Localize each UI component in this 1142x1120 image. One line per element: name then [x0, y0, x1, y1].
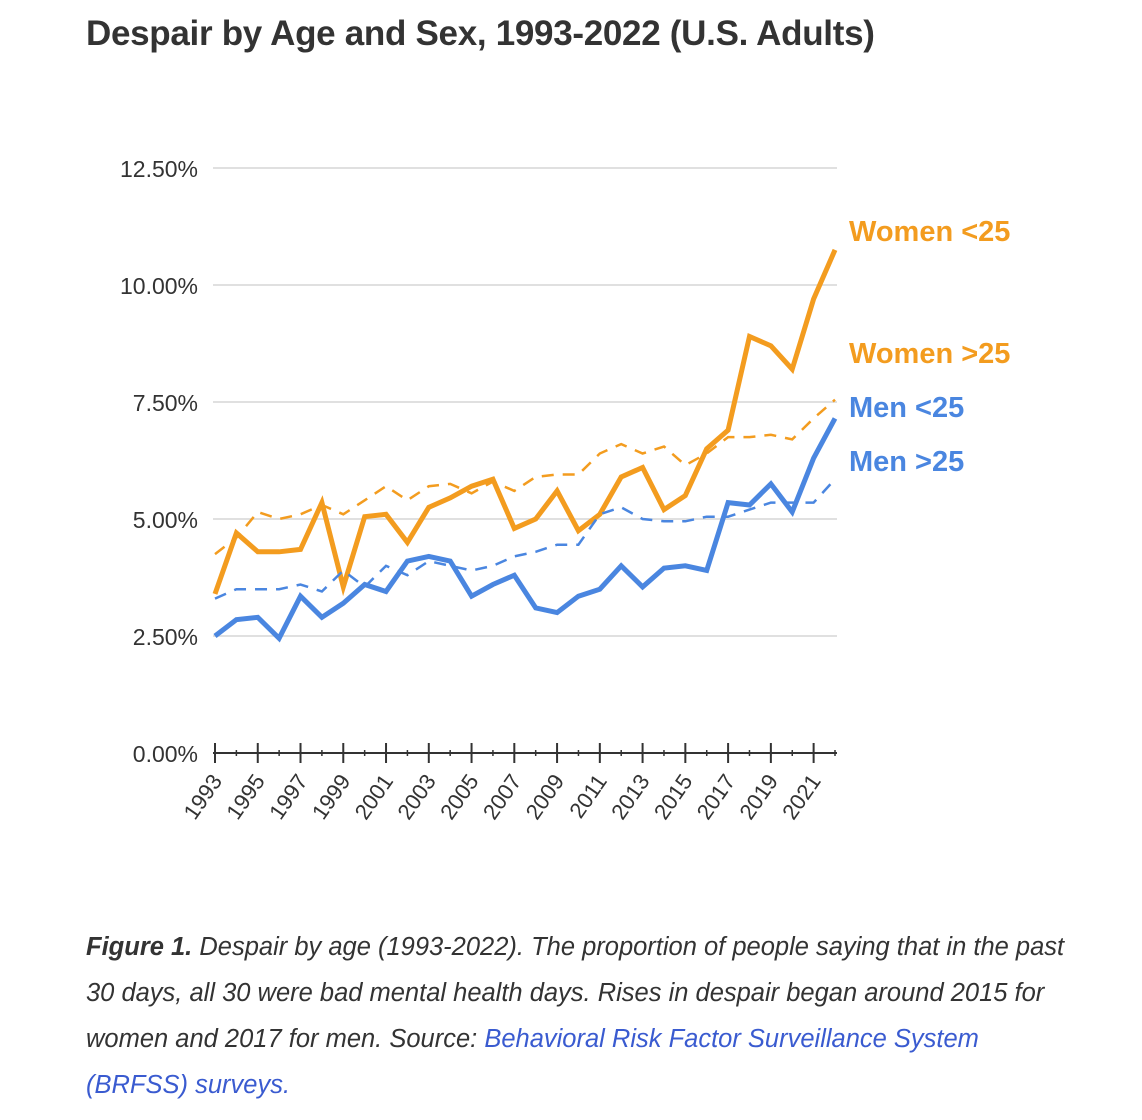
y-axis-tick-labels: 0.00% 2.50% 5.00% 7.50% 10.00% 12.50%	[120, 156, 198, 767]
x-axis: 1993199519971999200120032005200720092011…	[179, 743, 837, 824]
y-tick-label: 0.00%	[133, 741, 198, 767]
series-label: Men <25	[849, 392, 964, 424]
x-tick-label: 1999	[307, 770, 356, 824]
series-line-3	[213, 417, 838, 643]
x-tick-label: 1993	[179, 770, 228, 824]
series-line-2	[214, 398, 836, 556]
y-tick-label: 10.00%	[120, 273, 198, 299]
x-tick-label: 1995	[221, 770, 270, 824]
series-label: Women >25	[849, 338, 1010, 370]
y-tick-label: 12.50%	[120, 156, 198, 182]
x-tick-label: 2007	[478, 770, 527, 824]
x-tick-label: 2011	[564, 770, 612, 823]
caption-lead: Figure 1.	[86, 933, 193, 961]
series-line-1	[212, 248, 838, 597]
x-tick-label: 2017	[692, 770, 741, 824]
caption-text: Despair by age (1993-2022). The proporti…	[86, 933, 1065, 1053]
series-lines	[212, 248, 838, 643]
series-labels: Women <25 Women >25 Men <25 Men >25	[849, 216, 1010, 478]
series-label: Women <25	[849, 216, 1010, 248]
y-tick-label: 5.00%	[133, 507, 198, 533]
series-line-4	[214, 478, 836, 600]
chart-title: Despair by Age and Sex, 1993-2022 (U.S. …	[86, 14, 875, 53]
gridlines	[213, 167, 837, 637]
x-tick-label: 2003	[392, 770, 441, 824]
x-tick-label: 2019	[734, 770, 783, 824]
y-tick-label: 2.50%	[133, 624, 198, 650]
x-tick-label: 2013	[606, 770, 655, 824]
figure-caption: Figure 1. Despair by age (1993-2022). Th…	[86, 924, 1076, 1108]
x-tick-label: 2009	[521, 770, 570, 824]
x-tick-label: 2015	[649, 770, 698, 824]
x-tick-label: 2005	[435, 770, 484, 824]
x-tick-label: 2001	[350, 770, 399, 824]
source-link[interactable]: Behavioral Risk Factor Surveillance Syst…	[86, 1025, 979, 1099]
line-chart: 0.00%2.50%5.00%7.50%10.00%12.50% 1993199…	[120, 156, 1010, 824]
x-tick-label: 2021	[777, 770, 826, 824]
x-tick-label: 1997	[264, 770, 313, 824]
series-label: Men >25	[849, 446, 964, 478]
y-tick-label: 7.50%	[133, 390, 198, 416]
